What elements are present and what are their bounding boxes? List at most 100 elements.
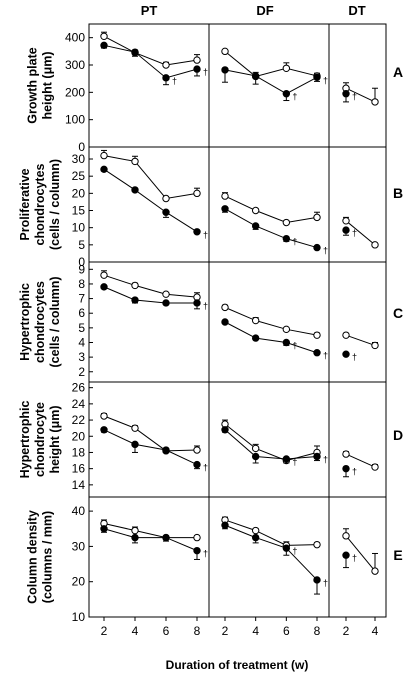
y-tick-label: 9 bbox=[78, 262, 85, 276]
y-tick-label: 3 bbox=[78, 350, 85, 364]
y-tick-label: 10 bbox=[72, 610, 86, 624]
panel-frame-pt bbox=[88, 496, 210, 618]
series-line-open bbox=[224, 306, 318, 336]
data-point-open bbox=[221, 303, 229, 312]
panel-frame-df bbox=[208, 23, 330, 148]
significance-dagger: † bbox=[292, 340, 297, 350]
data-point-filled bbox=[313, 452, 321, 461]
series-line-open bbox=[224, 423, 318, 462]
y-tick-label: 0 bbox=[78, 140, 85, 154]
significance-dagger: † bbox=[323, 246, 328, 256]
data-point-filled bbox=[162, 299, 170, 307]
panel-letter: A bbox=[393, 64, 403, 80]
data-point-open bbox=[221, 47, 229, 56]
significance-dagger: † bbox=[352, 467, 357, 477]
significance-dagger: † bbox=[352, 228, 357, 238]
data-point-open bbox=[221, 192, 229, 200]
data-point-open bbox=[342, 450, 350, 458]
data-point-open bbox=[342, 217, 350, 225]
data-point-open bbox=[251, 206, 260, 215]
data-point-filled bbox=[131, 186, 139, 194]
data-point-filled bbox=[162, 533, 170, 542]
panel-letter: C bbox=[393, 305, 403, 321]
data-point-open bbox=[371, 463, 379, 471]
data-point-filled bbox=[282, 234, 291, 243]
panel-frame-pt bbox=[88, 23, 210, 148]
data-point-filled bbox=[100, 525, 108, 533]
significance-dagger: † bbox=[323, 578, 328, 588]
data-point-filled bbox=[342, 226, 350, 234]
series-line-open bbox=[224, 50, 318, 78]
y-tick-label: 25 bbox=[72, 169, 86, 183]
series-line-open bbox=[103, 35, 198, 66]
data-point-filled bbox=[131, 48, 139, 56]
y-tick-label: 300 bbox=[65, 58, 85, 72]
y-tick-label: 30 bbox=[72, 152, 86, 166]
panel-letter: E bbox=[393, 547, 402, 563]
y-tick-label: 0 bbox=[78, 255, 85, 269]
data-point-open bbox=[193, 56, 201, 64]
data-point-filled bbox=[342, 551, 350, 559]
panel-d: 14 16 18 20 22 24 26 Hypertrophic chondrocyte hei… bbox=[18, 381, 403, 498]
data-point-filled bbox=[193, 546, 201, 555]
panel-frame-pt bbox=[88, 146, 210, 263]
data-point-open bbox=[193, 189, 201, 198]
y-tick-label: 40 bbox=[72, 504, 86, 518]
series-line-open bbox=[103, 274, 198, 298]
data-point-open bbox=[251, 444, 260, 453]
data-point-open bbox=[100, 32, 108, 40]
series-line-open bbox=[103, 415, 198, 452]
significance-dagger: † bbox=[323, 455, 328, 465]
data-point-filled bbox=[251, 72, 260, 80]
significance-dagger: † bbox=[292, 546, 297, 556]
data-point-filled bbox=[282, 455, 291, 463]
data-point-filled bbox=[193, 460, 201, 469]
series-line-open bbox=[103, 155, 198, 200]
y-tick-label: 30 bbox=[72, 539, 86, 553]
column-header-pt: PT bbox=[141, 3, 158, 18]
series-line-filled bbox=[103, 286, 197, 304]
series-line-filled bbox=[103, 528, 198, 552]
panel-letter: B bbox=[393, 185, 403, 201]
y-axis-label-line: chondrocyte bbox=[33, 402, 47, 477]
y-tick-label: 20 bbox=[72, 575, 86, 589]
data-point-filled bbox=[251, 452, 260, 461]
y-tick-label: 18 bbox=[72, 445, 86, 459]
y-tick-label: 20 bbox=[72, 186, 86, 200]
x-tick-label: 2 bbox=[101, 624, 108, 638]
y-tick-label: 22 bbox=[72, 413, 86, 427]
significance-dagger: † bbox=[203, 301, 208, 311]
data-point-open bbox=[342, 331, 350, 339]
data-point-open bbox=[251, 526, 260, 535]
significance-dagger: † bbox=[323, 351, 328, 361]
data-point-filled bbox=[131, 533, 139, 542]
y-tick-label: 2 bbox=[78, 365, 85, 379]
series-line-open bbox=[345, 220, 376, 246]
x-tick-label: 2 bbox=[343, 624, 350, 638]
data-point-open bbox=[371, 241, 379, 249]
data-point-open bbox=[371, 567, 379, 575]
y-tick-label: 26 bbox=[72, 381, 86, 395]
significance-dagger: † bbox=[323, 75, 328, 85]
y-axis-label-line: (cells / column) bbox=[48, 159, 62, 250]
y-tick-label: 100 bbox=[65, 113, 85, 127]
data-point-open bbox=[162, 194, 170, 203]
data-point-open bbox=[313, 213, 321, 222]
series-line-open bbox=[224, 519, 318, 546]
series-line-filled bbox=[103, 168, 198, 233]
y-axis-label-line: Hypertrophic bbox=[18, 283, 32, 361]
column-headers: PT DF DT bbox=[141, 3, 366, 18]
y-tick-label: 16 bbox=[72, 462, 86, 476]
data-point-open bbox=[251, 316, 260, 325]
data-point-filled bbox=[282, 90, 291, 98]
data-point-filled bbox=[162, 446, 170, 454]
data-point-filled bbox=[251, 533, 260, 542]
y-axis-label-line: (columns / mm) bbox=[41, 511, 55, 603]
x-tick-label: 2 bbox=[222, 624, 229, 638]
data-point-filled bbox=[131, 440, 139, 449]
data-point-filled bbox=[221, 426, 229, 434]
data-point-filled bbox=[221, 318, 229, 326]
series-line-open bbox=[103, 522, 197, 539]
data-point-open bbox=[162, 290, 170, 298]
y-tick-label: 5 bbox=[78, 238, 85, 252]
